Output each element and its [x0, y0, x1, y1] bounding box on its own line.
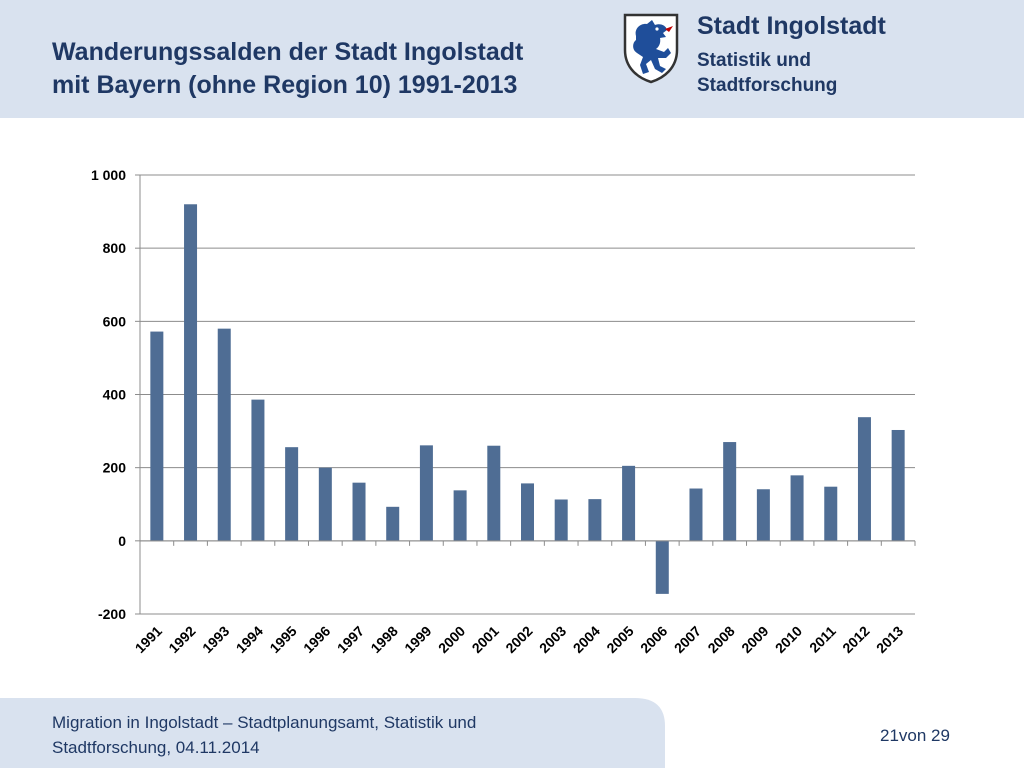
- bar-1998: [386, 506, 400, 541]
- x-tick-label: 1995: [266, 623, 299, 656]
- title-line-1: Wanderungssalden der Stadt Ingolstadt: [52, 38, 524, 66]
- bar-2003: [554, 499, 568, 541]
- y-axis-ticks: -200 0 200 400 600 800 1 000: [91, 167, 140, 622]
- y-tick-label: 600: [103, 313, 127, 329]
- y-tick-label: 400: [103, 387, 127, 403]
- x-tick-label: 2002: [502, 623, 535, 656]
- x-tick-label: 2008: [704, 623, 737, 656]
- x-tick-label: 2006: [637, 623, 670, 656]
- y-tick-label: 0: [118, 533, 126, 549]
- bar-2011: [824, 486, 838, 541]
- x-tick-label: 2012: [839, 623, 872, 656]
- bar-2000: [453, 490, 467, 541]
- header-banner: Wanderungssalden der Stadt Ingolstadt mi…: [0, 0, 1024, 118]
- bar-1997: [352, 482, 366, 541]
- x-tick-label: 1992: [165, 623, 198, 656]
- bar-1994: [251, 399, 265, 541]
- org-department: Statistik und Stadtforschung: [697, 48, 897, 98]
- x-tick-label: 2007: [671, 623, 704, 656]
- bar-2005: [622, 465, 636, 541]
- x-tick-label: 2001: [469, 623, 502, 656]
- bar-2009: [756, 489, 770, 541]
- bar-2004: [588, 499, 602, 541]
- bar-1995: [285, 447, 299, 541]
- y-tick-label: 1 000: [91, 167, 126, 183]
- bar-1999: [419, 445, 433, 541]
- bar-1996: [318, 467, 332, 541]
- gridlines: [140, 174, 915, 615]
- bar-2002: [521, 483, 534, 541]
- x-tick-label: 2004: [570, 623, 603, 656]
- x-tick-label: 2013: [873, 623, 906, 656]
- x-tick-label: 1993: [199, 623, 232, 656]
- y-tick-label: 800: [103, 240, 127, 256]
- title-line-2: mit Bayern (ohne Region 10) 1991-2013: [52, 71, 518, 99]
- x-tick-label: 1994: [233, 623, 266, 656]
- x-tick-label: 2005: [603, 623, 636, 656]
- x-tick-label: 1996: [300, 623, 333, 656]
- x-axis-ticks: 1991 1992 1993 1994 1995 1996 1997 1998 1999 2000…: [132, 540, 916, 656]
- footer-text-line-1: Migration in Ingolstadt – Stadtplanungsa…: [52, 713, 477, 732]
- x-tick-label: 1997: [334, 623, 367, 656]
- footer-text: Migration in Ingolstadt – Stadtplanungsa…: [52, 710, 612, 760]
- bar-2012: [857, 417, 871, 541]
- bar-2008: [723, 442, 737, 541]
- bar-1993: [217, 328, 231, 541]
- bar-2013: [891, 429, 905, 541]
- bar-2006: [655, 540, 669, 594]
- x-tick-label: 2011: [806, 623, 839, 656]
- y-tick-label: -200: [98, 606, 126, 622]
- x-tick-label: 1998: [367, 623, 400, 656]
- bar-1992: [184, 204, 198, 541]
- footer-banner: [0, 698, 665, 768]
- bars: [150, 204, 905, 594]
- page-number: 21von 29: [880, 726, 950, 745]
- x-tick-label: 1991: [132, 623, 165, 656]
- page-title: Wanderungssalden der Stadt Ingolstadt mi…: [52, 36, 612, 102]
- org-department-line-1: Statistik und: [697, 50, 812, 71]
- bar-2001: [487, 445, 501, 541]
- ingolstadt-panther-crest-icon: [623, 13, 679, 84]
- bar-2010: [790, 475, 804, 541]
- bar-2007: [689, 488, 703, 541]
- footer-text-line-2: Stadtforschung, 04.11.2014: [52, 738, 260, 757]
- x-tick-label: 2010: [772, 623, 805, 656]
- x-tick-label: 2000: [435, 623, 468, 656]
- org-name: Stadt Ingolstadt: [697, 12, 886, 40]
- x-tick-label: 2003: [536, 623, 569, 656]
- bar-1991: [150, 331, 164, 541]
- y-tick-label: 200: [103, 460, 127, 476]
- org-department-line-2: Stadtforschung: [697, 75, 838, 96]
- x-tick-label: 2009: [738, 623, 771, 656]
- x-tick-label: 1999: [401, 623, 434, 656]
